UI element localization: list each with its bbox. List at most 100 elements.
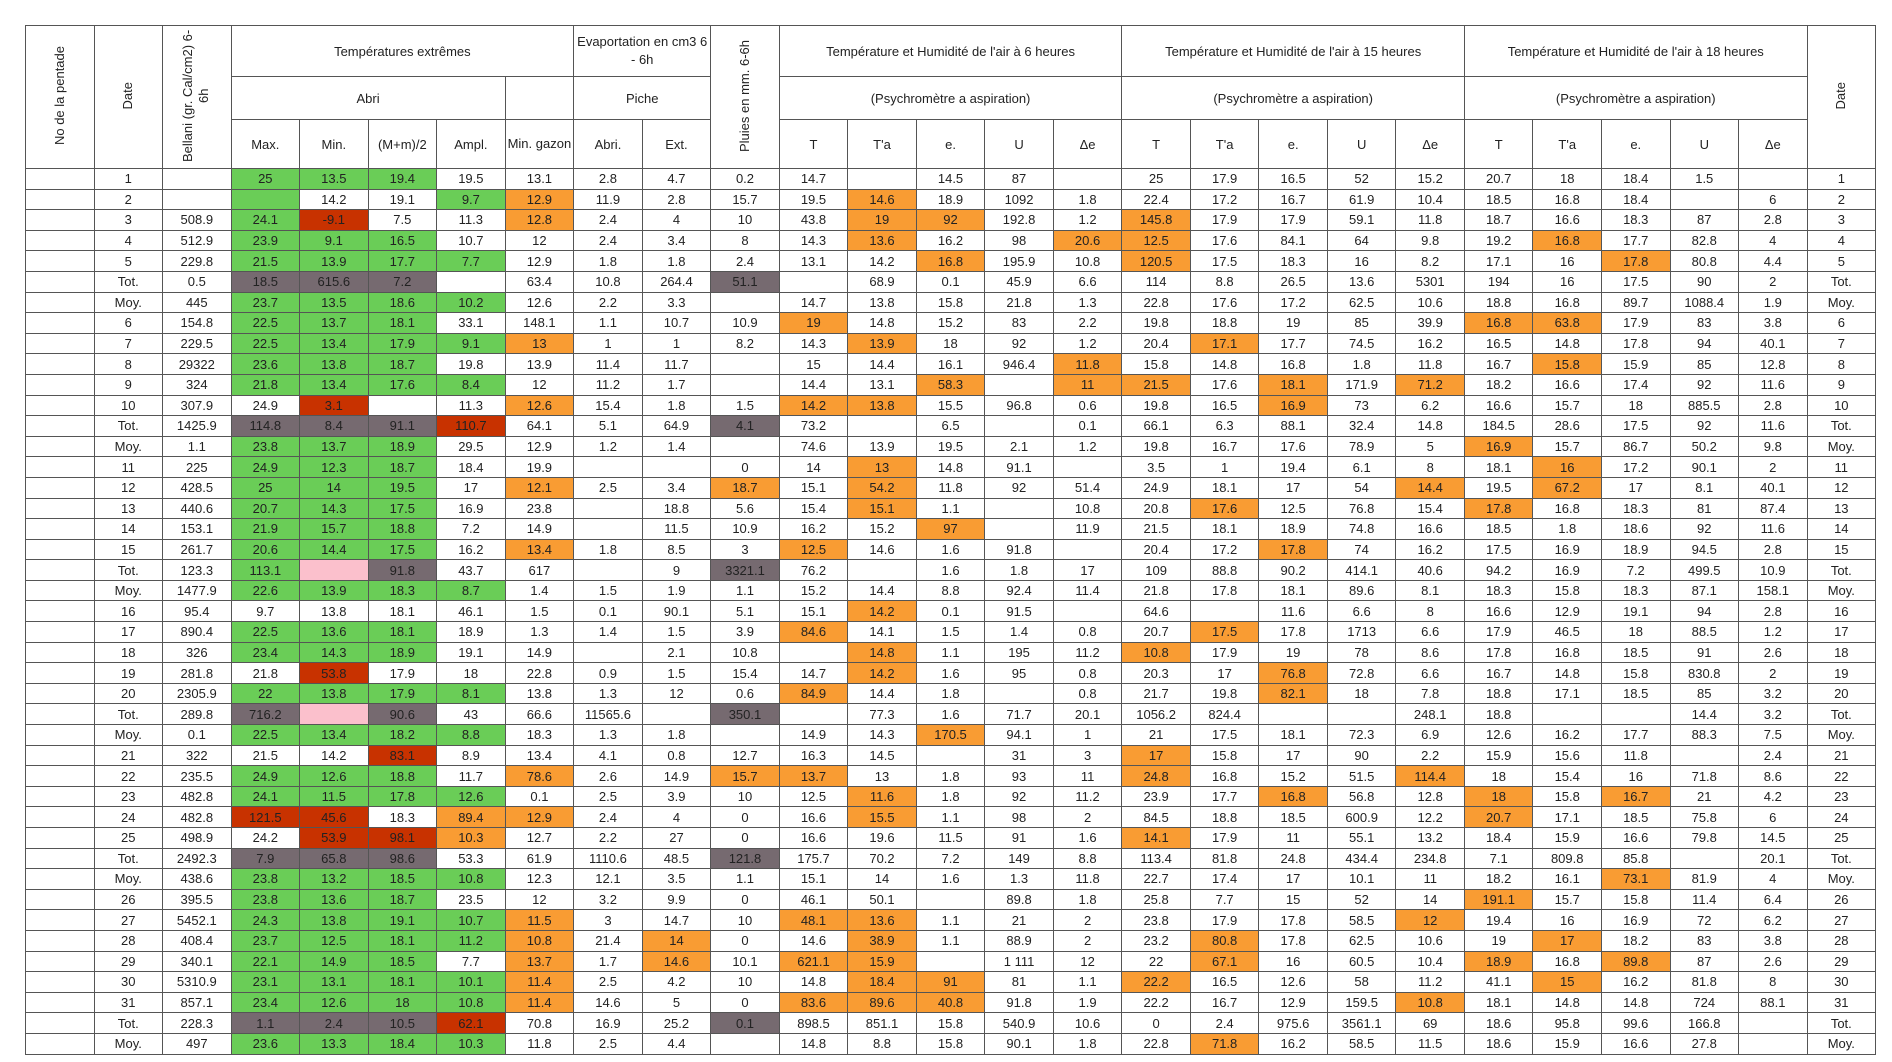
cell-ta-15h: 18.1 (1189, 476, 1260, 499)
cell-de-6h (1052, 600, 1123, 623)
cell-de-6h: 11.8 (1052, 353, 1123, 375)
table-row: Tot. 123.3 113.1 91.8 43.7 617 9 3321.1 76.2 1.6 1… (25, 559, 1877, 581)
cell-ampl: 12.6 (436, 785, 506, 808)
cell-ta-18h: 16.9 (1532, 559, 1602, 581)
cell-evap-ext: 8.5 (641, 538, 712, 561)
cell-pentade (25, 662, 95, 684)
cell-de-6h: 6.6 (1052, 270, 1123, 293)
cell-ta-18h: 16.9 (1532, 538, 1602, 561)
cell-max: 24.9 (230, 394, 301, 417)
cell-mm2: 98.1 (367, 827, 438, 849)
cell-u-18h: 14.4 (1669, 703, 1740, 726)
cell-t-6h: 15.1 (778, 600, 849, 623)
cell-max: 23.6 (230, 1032, 301, 1055)
cell-e-15h: 15 (1258, 888, 1328, 911)
cell-pluies: 5.1 (710, 600, 780, 623)
cell-t-6h: 73.2 (778, 415, 849, 437)
header-ta-18h: T'a (1532, 119, 1602, 169)
cell-u-18h: 8.1 (1669, 476, 1740, 499)
cell-pentade (25, 785, 95, 808)
cell-min-gazon: 18.3 (504, 724, 575, 746)
cell-t-6h: 76.2 (778, 559, 849, 581)
cell-t-15h: 22.2 (1121, 971, 1191, 993)
cell-de-6h: 1.2 (1052, 332, 1123, 355)
cell-ta-6h: 18.4 (847, 971, 917, 993)
cell-mm2: 17.7 (367, 250, 438, 272)
cell-bellani: 1477.9 (162, 579, 232, 602)
cell-ta-6h: 14.3 (847, 724, 917, 746)
cell-min: 13.2 (299, 868, 369, 890)
cell-e-15h: 17 (1258, 868, 1328, 890)
cell-u-6h (984, 682, 1054, 705)
cell-de-15h: 14.8 (1395, 415, 1465, 437)
cell-pluies: 0 (710, 456, 780, 478)
cell-u-18h: 88.5 (1669, 621, 1740, 643)
table-row: 14 153.1 21.9 15.7 18.8 7.2 14.9 11.5 10.9 16.2 15… (25, 518, 1877, 540)
cell-ta-6h: 14.4 (847, 579, 917, 602)
table-row: Tot. 1425.9 114.8 8.4 91.1 110.7 64.1 5.1 64.9 4.… (25, 415, 1877, 437)
cell-e-18h: 16.9 (1600, 909, 1671, 931)
cell-de-6h: 11.4 (1052, 579, 1123, 602)
cell-de-18h: 158.1 (1738, 579, 1808, 602)
cell-evap-abri: 3.2 (573, 888, 643, 911)
cell-t-6h: 14.3 (778, 229, 849, 252)
cell-u-15h: 85 (1326, 312, 1397, 334)
cell-min-gazon: 12.9 (504, 250, 575, 272)
cell-de-18h: 6.4 (1738, 888, 1808, 911)
cell-t-15h: 21.7 (1121, 682, 1191, 705)
cell-de-6h: 10.8 (1052, 497, 1123, 520)
cell-t-18h: 18.7 (1463, 209, 1534, 231)
cell-pentade (25, 476, 95, 499)
header-t-15h: T (1121, 119, 1191, 169)
cell-bellani: 440.6 (162, 497, 232, 520)
cell-ta-6h (847, 559, 917, 581)
cell-e-18h: 73.1 (1600, 868, 1671, 890)
cell-pentade (25, 641, 95, 664)
cell-t-18h: 16.5 (1463, 332, 1534, 355)
cell-mm2: 18.1 (367, 971, 438, 993)
cell-min: 13.8 (299, 682, 369, 705)
cell-de-15h: 71.2 (1395, 373, 1465, 396)
cell-max: 21.9 (230, 518, 301, 540)
cell-de-18h: 3.2 (1738, 703, 1808, 726)
cell-t-18h: 16.9 (1463, 435, 1534, 458)
table-row: 30 5310.9 23.1 13.1 18.1 10.1 11.4 2.5 4.2 10 14.8… (25, 971, 1877, 993)
cell-t-6h: 175.7 (778, 847, 849, 870)
cell-e-15h: 76.8 (1258, 662, 1328, 684)
cell-evap-abri: 2.8 (573, 168, 643, 190)
cell-ta-6h: 19 (847, 209, 917, 231)
cell-max: 22.6 (230, 579, 301, 602)
cell-ta-6h: 13.8 (847, 394, 917, 417)
cell-evap-abri: 2.2 (573, 291, 643, 314)
cell-ta-15h: 14.8 (1189, 353, 1260, 375)
cell-ta-15h: 17.6 (1189, 497, 1260, 520)
cell-u-18h: 85 (1669, 353, 1740, 375)
cell-date: 4 (93, 229, 164, 252)
cell-bellani: 235.5 (162, 765, 232, 787)
cell-ta-18h: 16.8 (1532, 229, 1602, 252)
cell-e-6h: 170.5 (915, 724, 986, 746)
cell-ta-15h: 18.1 (1189, 518, 1260, 540)
cell-pentade (25, 868, 95, 890)
cell-pentade (25, 250, 95, 272)
cell-date: 10 (93, 394, 164, 417)
cell-min-gazon: 1.5 (504, 600, 575, 623)
cell-pentade (25, 188, 95, 211)
cell-evap-ext: 9.9 (641, 888, 712, 911)
cell-t-18h: 16.6 (1463, 600, 1534, 623)
cell-u-6h: 91.1 (984, 456, 1054, 478)
cell-ta-15h: 17.6 (1189, 291, 1260, 314)
cell-min: 65.8 (299, 847, 369, 870)
cell-u-6h: 21.8 (984, 291, 1054, 314)
header-abri: Abri (230, 76, 506, 120)
cell-u-6h: 1092 (984, 188, 1054, 211)
cell-mm2: 17.5 (367, 497, 438, 520)
cell-t-15h: 20.8 (1121, 497, 1191, 520)
cell-evap-abri: 1.4 (573, 621, 643, 643)
cell-de-15h: 11.8 (1395, 209, 1465, 231)
cell-ampl: 9.7 (436, 188, 506, 211)
cell-ta-15h: 81.8 (1189, 847, 1260, 870)
cell-de-6h: 1.8 (1052, 888, 1123, 911)
cell-ta-15h: 67.1 (1189, 950, 1260, 973)
cell-ta-6h: 15.5 (847, 806, 917, 828)
